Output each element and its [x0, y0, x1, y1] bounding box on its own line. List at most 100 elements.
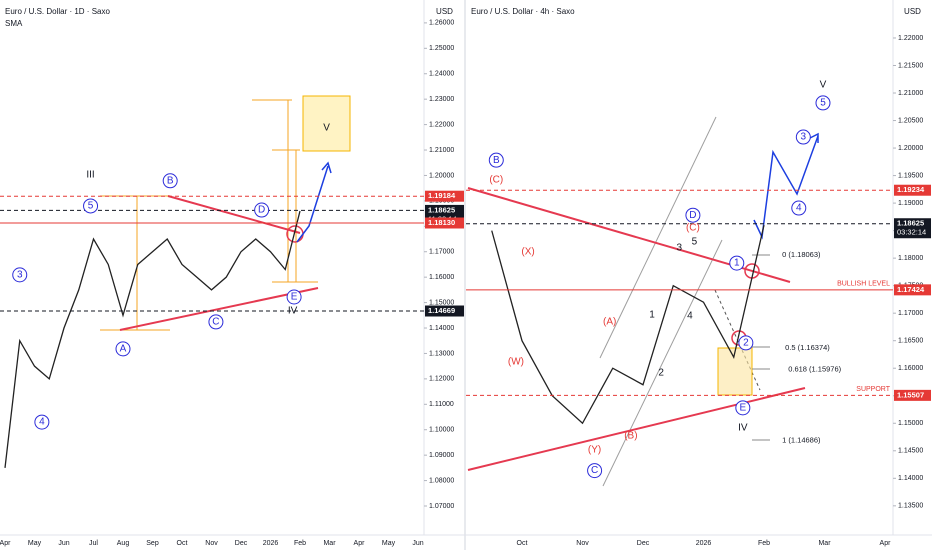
- y-tick-label: 1.15000: [898, 420, 923, 427]
- wave-label: 4: [687, 311, 693, 322]
- chart-title: Euro / U.S. Dollar · 1D · Saxo: [5, 7, 110, 16]
- wave-label: 4: [39, 417, 45, 428]
- x-tick-label: Oct: [177, 540, 188, 547]
- price-label: 1.18130: [428, 218, 455, 227]
- wave-circle: [815, 95, 831, 111]
- wave-label: IV: [288, 306, 298, 317]
- x-tick-label: 2026: [696, 540, 712, 547]
- countdown: 03:32:14: [897, 228, 926, 237]
- wave-label: (C): [686, 223, 700, 234]
- x-tick-label: Feb: [758, 540, 770, 547]
- x-tick-label: Jun: [412, 540, 423, 547]
- wave-label: B: [167, 175, 174, 186]
- price-label-box: [894, 284, 931, 296]
- wave-circle: [488, 152, 504, 168]
- wave-circle: [738, 335, 754, 351]
- chart-subtitle: SMA: [5, 19, 23, 28]
- wave-label: E: [291, 292, 298, 303]
- price-label-box: [425, 190, 464, 202]
- x-tick-label: Apr: [880, 540, 892, 547]
- y-tick-label: 1.15000: [429, 299, 454, 306]
- level-note: SUPPORT: [856, 386, 890, 393]
- wave-label: C: [591, 465, 598, 476]
- y-tick-label: 1.11000: [429, 401, 454, 408]
- y-tick-label: 1.20500: [898, 117, 923, 124]
- wave-label: 2: [743, 338, 749, 349]
- price-label-box: [894, 389, 931, 401]
- x-tick-label: Apr: [0, 540, 11, 547]
- x-tick-label: Dec: [235, 540, 248, 547]
- x-tick-label: Oct: [517, 540, 528, 547]
- drawings: [467, 116, 819, 487]
- wave-circle: [254, 202, 270, 218]
- chart-title: Euro / U.S. Dollar · 4h · Saxo: [471, 7, 575, 16]
- wave-label: 5: [88, 201, 94, 212]
- x-tick-label: Sep: [146, 540, 159, 547]
- y-tick-label: 1.14000: [898, 475, 923, 482]
- wave-circle: [115, 341, 131, 357]
- y-tick-label: 1.21000: [898, 90, 923, 97]
- x-tick-label: Mar: [818, 540, 831, 547]
- y-tick-label: 1.26000: [429, 20, 454, 27]
- wave-label: (W): [508, 356, 524, 367]
- y-tick-label: 1.18000: [898, 255, 923, 262]
- axis-unit: USD: [904, 7, 921, 16]
- drawings: [100, 95, 351, 331]
- wave-label: V: [820, 79, 827, 90]
- wave-label: 4: [796, 203, 802, 214]
- x-tick-label: Nov: [205, 540, 218, 547]
- x-tick-label: Jul: [89, 540, 98, 547]
- price-label: 1.19184: [428, 191, 456, 200]
- wave-label: V: [323, 123, 330, 134]
- wave-circle: [795, 129, 811, 145]
- y-tick-label: 1.17000: [898, 310, 923, 317]
- x-tick-label: Aug: [117, 540, 130, 547]
- y-tick-label: 1.14000: [429, 325, 454, 332]
- wave-label: 5: [820, 98, 826, 109]
- wave-label: A: [120, 344, 127, 355]
- wave-label: 0 (1.18063): [782, 250, 821, 259]
- y-tick-label: 1.14500: [898, 448, 923, 455]
- wave-label: (B): [624, 431, 637, 442]
- wave-label: (Y): [588, 444, 601, 455]
- price-label: 1.18625: [897, 219, 924, 228]
- price-label-box: [425, 305, 464, 317]
- x-tick-label: Mar: [323, 540, 336, 547]
- wave-label: 1: [649, 309, 655, 320]
- wave-label: B: [493, 155, 500, 166]
- y-tick-label: 1.12000: [429, 376, 454, 383]
- x-tick-label: Feb: [294, 540, 306, 547]
- wave-label: (A): [603, 317, 616, 328]
- y-tick-label: 1.08000: [429, 477, 454, 484]
- wave-label: (C): [489, 175, 503, 186]
- price-label: 1.18625: [428, 205, 455, 214]
- price-label: 1.14669: [428, 306, 455, 315]
- y-tick-label: 1.20000: [429, 172, 454, 179]
- wave-label: 2: [658, 367, 664, 378]
- price-label-box: [894, 184, 931, 196]
- level-note: BULLISH LEVEL: [837, 281, 890, 288]
- y-tick-label: 1.19000: [898, 200, 923, 207]
- wave-label: 1: [734, 258, 740, 269]
- price-label: 1.19234: [897, 185, 925, 194]
- y-tick-label: 1.13000: [429, 350, 454, 357]
- wave-label: 5: [692, 236, 698, 247]
- y-tick-label: 1.16500: [898, 338, 923, 345]
- y-tick-label: 1.21000: [429, 147, 454, 154]
- wave-label: III: [86, 170, 94, 181]
- y-tick-label: 1.10000: [429, 427, 454, 434]
- wave-circle: [83, 198, 99, 214]
- price-label-box: [894, 218, 931, 239]
- y-tick-label: 1.25000: [429, 45, 454, 52]
- price-label: 1.15507: [897, 390, 924, 399]
- x-tick-label: 2026: [263, 540, 279, 547]
- price-line: [491, 224, 765, 425]
- wave-circle: [12, 267, 28, 283]
- y-tick-label: 1.07000: [429, 503, 454, 510]
- x-tick-label: May: [28, 540, 42, 547]
- y-tick-label: 1.17000: [429, 249, 454, 256]
- y-tick-label: 1.16000: [898, 365, 923, 372]
- x-tick-label: Dec: [637, 540, 650, 547]
- wave-label: 1 (1.14686): [782, 435, 821, 444]
